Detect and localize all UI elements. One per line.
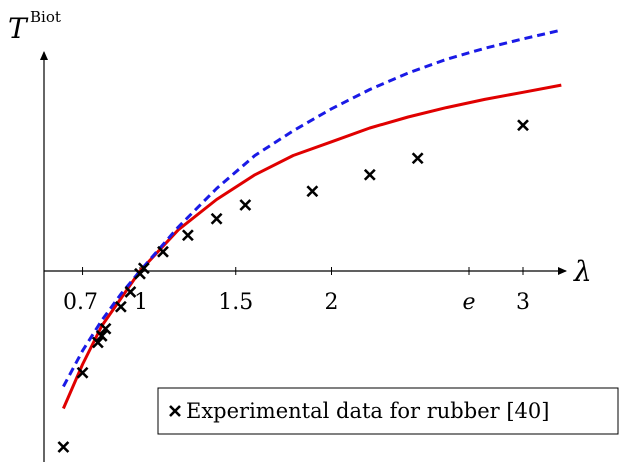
data-point-marker	[124, 285, 137, 298]
data-point-marker	[76, 366, 89, 379]
data-point-marker	[239, 199, 252, 211]
data-point	[76, 366, 89, 379]
axes	[40, 51, 567, 462]
data-point	[95, 329, 108, 342]
data-point	[306, 185, 319, 198]
data-point-marker	[137, 262, 150, 275]
data-point	[411, 152, 424, 165]
legend: Experimental data for rubber [40]	[157, 387, 619, 435]
solid-red-curve	[62, 83, 562, 410]
data-point-marker	[363, 168, 376, 181]
data-point-marker	[181, 229, 194, 242]
data-point-marker	[99, 322, 112, 335]
data-point	[57, 441, 70, 453]
legend-marker	[169, 405, 181, 417]
data-point-marker	[210, 212, 223, 225]
x-axis-label: λ	[573, 255, 592, 288]
data-point-marker	[91, 336, 104, 349]
dashed-blue-curve	[62, 28, 562, 388]
data-point	[517, 119, 529, 132]
x-tick-label: e	[462, 290, 475, 315]
data-point	[91, 336, 104, 349]
x-tick-label: 1	[134, 290, 148, 315]
data-point	[363, 168, 376, 181]
x-tick-label: 1.5	[218, 290, 253, 315]
x-tick-label: 2	[325, 290, 339, 315]
data-point-marker	[95, 329, 108, 342]
data-point	[210, 212, 223, 225]
y-axis-label-superscript: Biot	[30, 8, 61, 26]
data-point-marker	[411, 152, 424, 165]
data-point	[239, 199, 252, 211]
data-point	[181, 229, 194, 242]
legend-box	[157, 387, 619, 435]
x-tick-label: 3	[516, 290, 530, 315]
data-point	[157, 245, 169, 258]
labels-group: 0.7 1 1.5 2 e 3 T Biot λ	[8, 8, 592, 315]
y-axis-label: T	[8, 12, 29, 45]
data-point	[114, 300, 127, 313]
data-point	[99, 322, 112, 335]
x-tick-label: 0.7	[63, 290, 98, 315]
series-group	[57, 28, 562, 453]
data-point	[124, 285, 137, 298]
data-point-marker	[517, 119, 529, 132]
data-point	[137, 262, 150, 275]
data-point-marker	[306, 185, 319, 198]
data-point-marker	[57, 441, 70, 453]
legend-label: Experimental data for rubber [40]	[186, 399, 549, 423]
data-point-marker	[157, 245, 169, 258]
data-point-marker	[114, 300, 127, 313]
